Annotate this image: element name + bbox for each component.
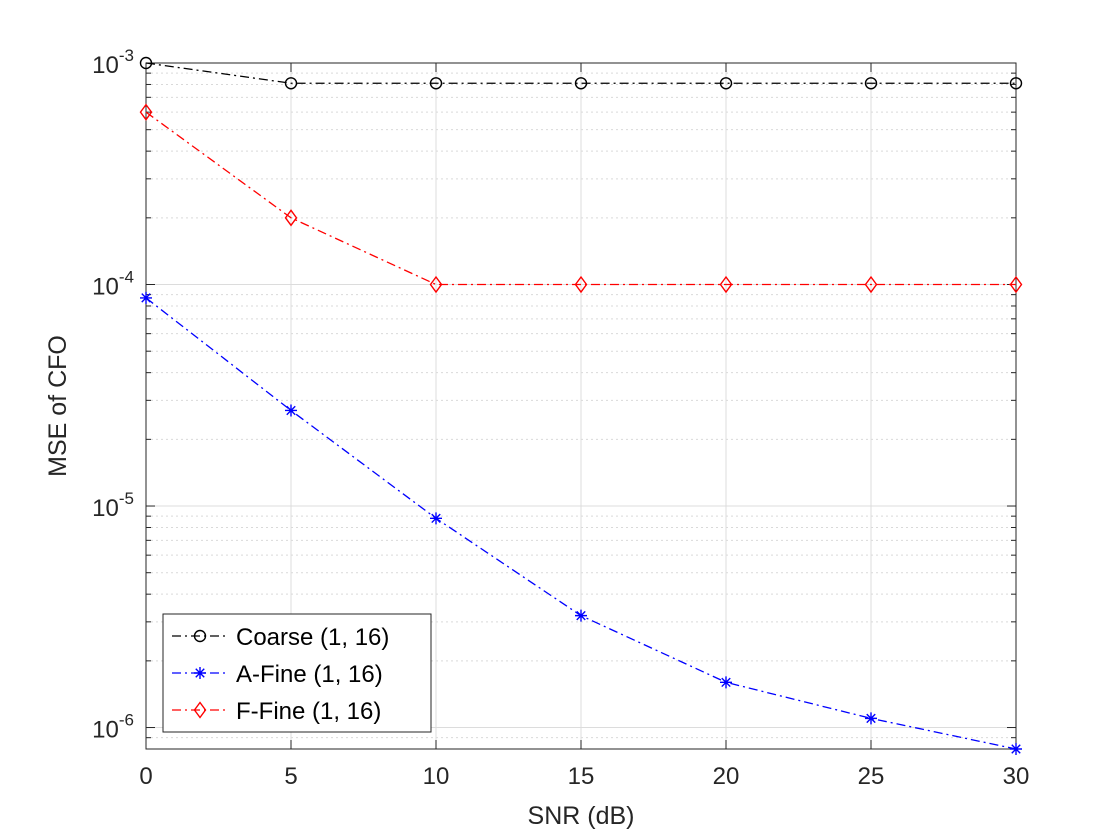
data-point-f-fine-1-16	[864, 275, 878, 294]
legend-label-f-fine-1-16: F-Fine (1, 16)	[236, 698, 381, 725]
data-point-a-fine-1-16	[720, 676, 732, 689]
legend-marker-coarse-1-16	[193, 629, 207, 643]
y-tick-label: 10-6	[92, 711, 134, 744]
legend-marker-a-fine-1-16	[194, 667, 206, 679]
data-point-f-fine-1-16	[574, 275, 588, 294]
y-tick-label: 10-3	[92, 46, 134, 79]
data-point-a-fine-1-16	[865, 712, 877, 725]
data-point-a-fine-1-16	[430, 512, 442, 525]
data-point-f-fine-1-16	[429, 275, 443, 294]
x-axis-label: SNR (dB)	[528, 802, 635, 830]
data-point-coarse-1-16	[574, 77, 588, 90]
y-tick-label: 10-4	[92, 268, 134, 301]
data-point-f-fine-1-16	[284, 209, 298, 227]
y-axis-ticks: 10-6 10-5 10-4 10-3	[92, 46, 1016, 750]
series-lines	[139, 56, 1023, 755]
series-line-coarse-1-16	[145, 62, 1016, 84]
data-point-coarse-1-16	[719, 77, 733, 90]
legend-label-coarse-1-16: Coarse (1, 16)	[236, 624, 389, 651]
data-point-coarse-1-16	[429, 77, 443, 90]
x-tick-label: 30	[1003, 763, 1030, 790]
x-tick-label: 20	[713, 763, 740, 790]
data-point-a-fine-1-16	[1010, 743, 1022, 755]
data-point-a-fine-1-16	[140, 291, 152, 304]
x-tick-label: 0	[139, 763, 152, 790]
data-point-a-fine-1-16	[285, 404, 297, 417]
x-tick-label: 25	[858, 763, 885, 790]
series-line-f-fine-1-16	[145, 111, 1016, 286]
data-point-f-fine-1-16	[719, 275, 733, 294]
x-tick-label: 15	[568, 763, 595, 790]
data-point-a-fine-1-16	[575, 609, 587, 622]
data-point-coarse-1-16	[864, 77, 878, 90]
data-point-coarse-1-16	[1009, 77, 1023, 90]
data-point-coarse-1-16	[139, 56, 153, 70]
data-point-coarse-1-16	[284, 77, 298, 90]
y-tick-label: 10-5	[92, 489, 134, 522]
x-tick-label: 10	[423, 763, 450, 790]
data-point-f-fine-1-16	[1009, 275, 1023, 294]
data-point-f-fine-1-16	[139, 103, 153, 121]
x-tick-label: 5	[284, 763, 297, 790]
legend: Coarse (1, 16) A-Fine (1, 16) F-Fine (1, 1…	[162, 613, 432, 733]
x-axis-ticks: 0 5 10 15 20 25 30	[139, 63, 1029, 790]
legend-label-a-fine-1-16: A-Fine (1, 16)	[236, 661, 383, 688]
legend-box	[162, 613, 432, 733]
y-axis-label: MSE of CFO	[44, 335, 72, 477]
legend-marker-f-fine-1-16	[193, 701, 207, 719]
